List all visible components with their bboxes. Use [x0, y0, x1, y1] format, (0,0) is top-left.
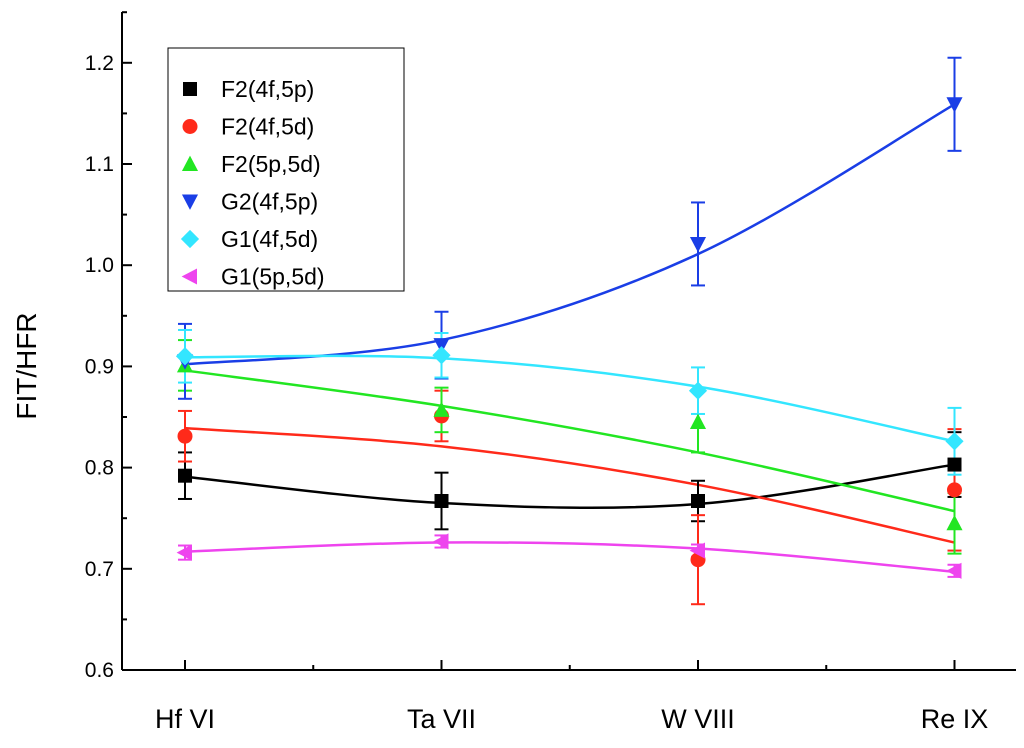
data-point-4-3	[945, 432, 964, 451]
data-point-5-2	[689, 542, 705, 559]
x-tick-label: Re IX	[921, 704, 989, 734]
data-point-3-3	[946, 97, 963, 113]
data-point-1-3	[947, 482, 962, 498]
legend-label: G1(5p,5d)	[221, 264, 325, 290]
data-markers	[175, 97, 964, 579]
fit-curve-2	[184, 369, 955, 513]
y-tick-label: 0.8	[85, 457, 114, 480]
data-point-4-0	[175, 347, 195, 366]
legend-marker-4	[180, 229, 200, 249]
fit-curve-0	[184, 463, 955, 510]
x-tick-label: W VIII	[661, 704, 735, 734]
y-tick-label: 1.2	[85, 52, 114, 75]
data-point-0-0	[178, 468, 192, 483]
data-point-2-2	[689, 413, 707, 430]
data-point-2-3	[946, 514, 963, 531]
y-tick-label: 0.7	[85, 558, 114, 581]
data-point-5-1	[433, 533, 449, 550]
data-point-1-0	[177, 428, 193, 444]
fit-curve-1	[184, 426, 955, 544]
legend-label: G2(4f,5p)	[221, 189, 318, 215]
legend-label: F2(4f,5p)	[221, 76, 314, 102]
data-point-0-2	[691, 493, 705, 508]
fit-curve-3	[184, 103, 956, 366]
y-tick-label: 1.1	[85, 153, 114, 176]
x-tick-label: Ta VII	[407, 704, 476, 734]
data-point-5-0	[176, 544, 192, 561]
data-point-3-2	[689, 236, 707, 253]
data-point-3-1	[433, 338, 450, 354]
legend-marker-0	[183, 82, 197, 96]
y-tick-label: 0.6	[85, 659, 114, 682]
data-point-4-1	[432, 346, 451, 365]
legend-label: F2(4f,5d)	[221, 114, 314, 140]
data-point-5-3	[946, 562, 962, 579]
data-point-2-1	[433, 401, 450, 417]
y-axis-title: FIT/HFR	[11, 312, 42, 419]
data-point-4-2	[688, 381, 708, 400]
legend-marker-5	[181, 268, 197, 285]
legend-marker-3	[181, 194, 199, 210]
x-tick-label: Hf VI	[155, 704, 215, 734]
data-point-0-1	[434, 493, 449, 508]
y-tick-label: 0.9	[85, 355, 114, 378]
legend: F2(4f,5p) F2(4f,5d) F2(5p,5d) G2(4f,5p) G1(4…	[167, 47, 405, 292]
legend-marker-2	[181, 155, 199, 171]
data-point-0-3	[947, 457, 962, 472]
legend-label: F2(5p,5d)	[221, 151, 321, 177]
y-tick-label: 1.0	[85, 254, 114, 277]
fit-curve-5	[184, 541, 955, 574]
legend-box	[167, 47, 405, 292]
legend-marker-1	[182, 119, 198, 134]
legend-label: G1(4f,5d)	[221, 226, 318, 252]
axes: 0.6 0.7 0.8 0.9 1.0 1.1 1.2 Hf VI Ta VII W VIII Re…	[85, 11, 1016, 734]
fit-curve-4	[184, 354, 955, 443]
fit-curves	[184, 103, 956, 574]
